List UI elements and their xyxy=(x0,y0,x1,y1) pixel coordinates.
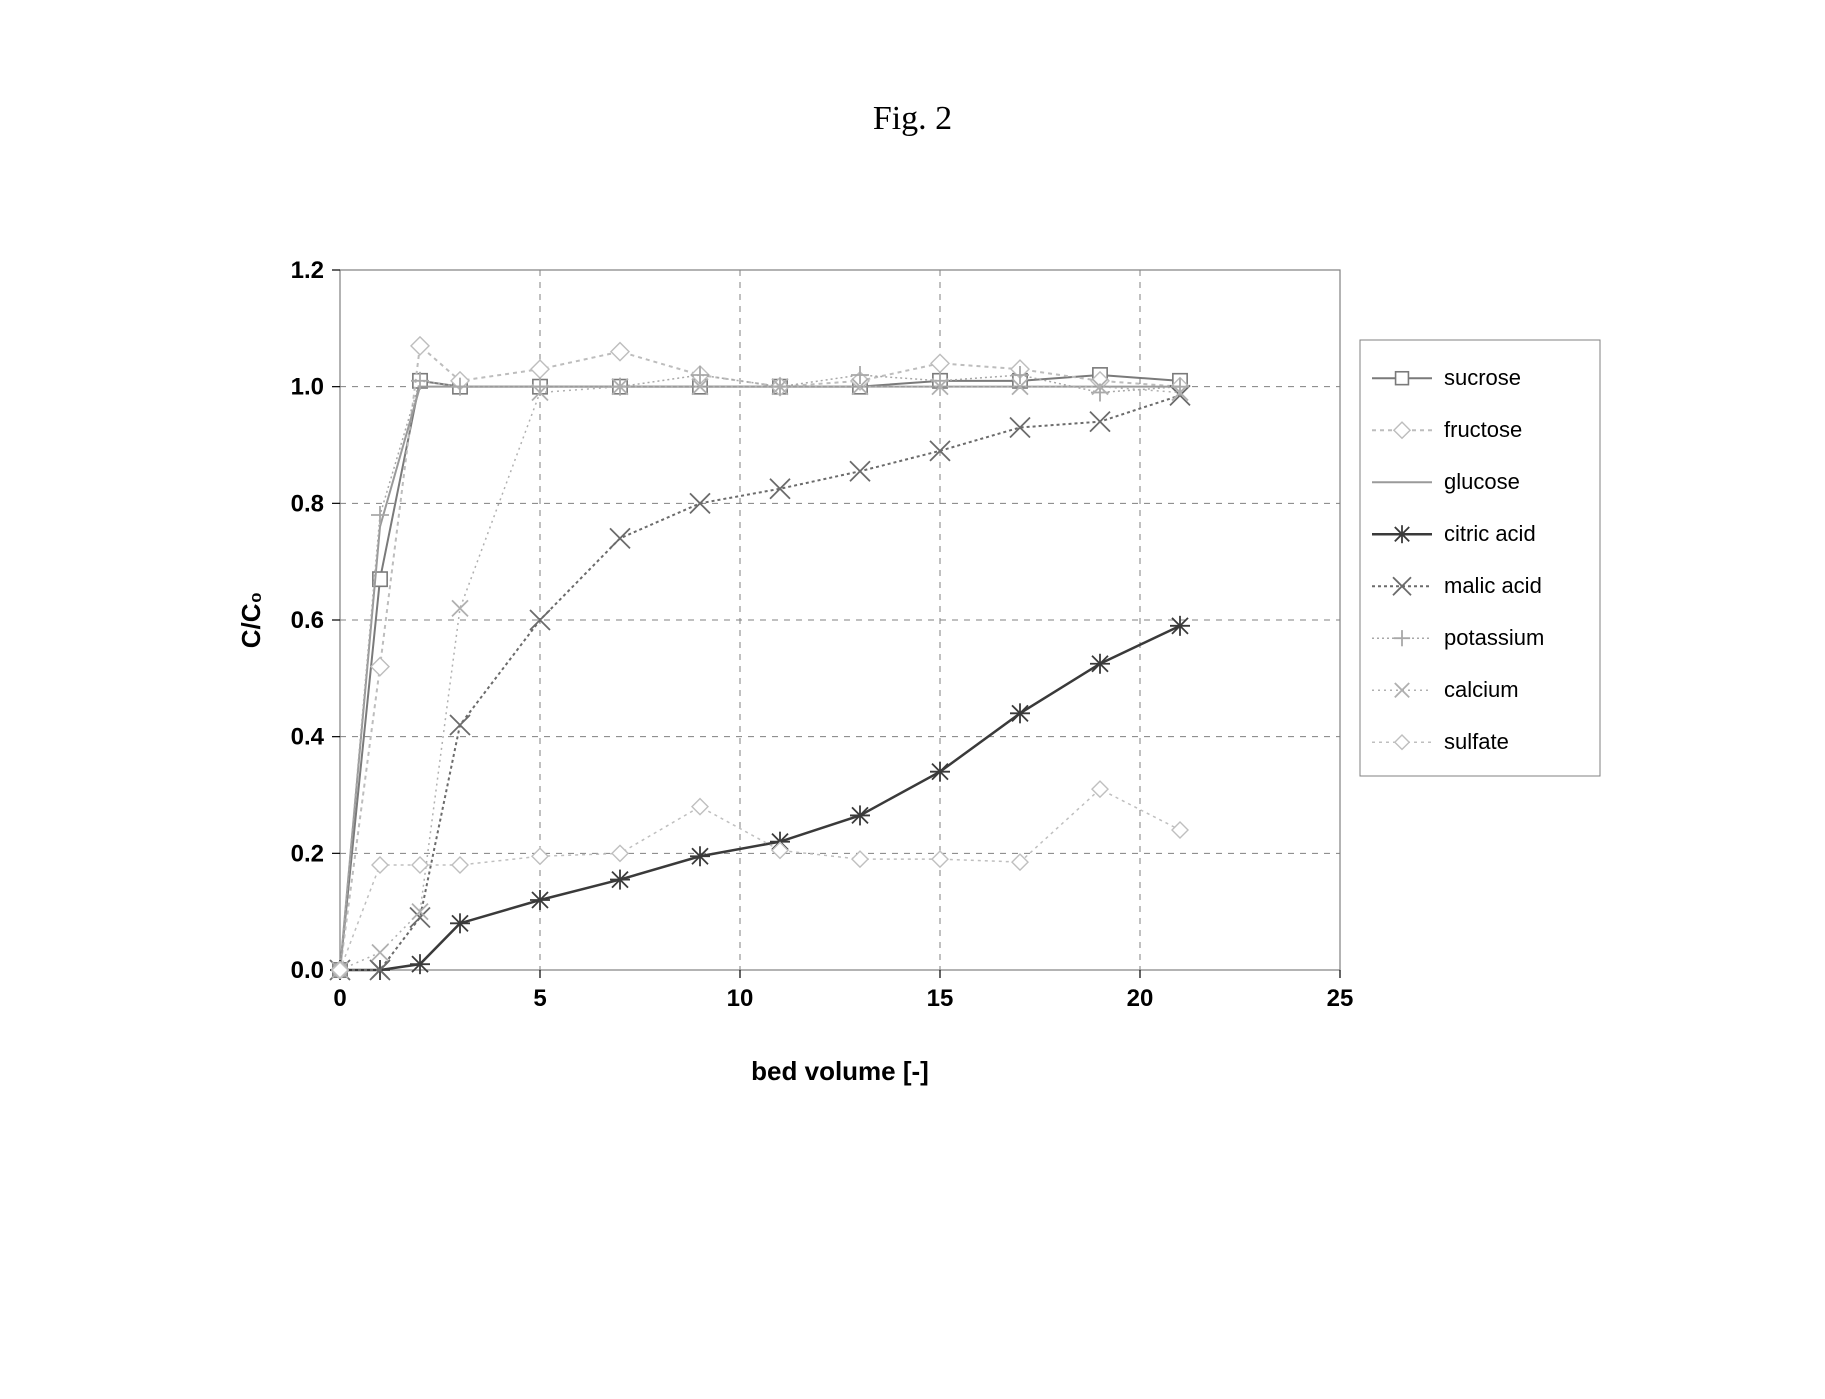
marker xyxy=(1396,372,1409,385)
svg-text:0.6: 0.6 xyxy=(291,607,324,634)
marker xyxy=(1010,703,1030,723)
legend-label-citric-acid: citric acid xyxy=(1444,521,1536,546)
svg-text:C/C₀: C/C₀ xyxy=(236,592,266,649)
chart-svg: 0 5 10 15 20 25 0.0 0.2 0.4 0.6 0.8 1.0 1.2 bed volum… xyxy=(220,240,1620,1140)
svg-text:25: 25 xyxy=(1327,985,1354,1012)
svg-text:0.4: 0.4 xyxy=(291,724,325,751)
legend-label-potassium: potassium xyxy=(1444,625,1544,650)
marker xyxy=(610,870,630,890)
legend-label-malic-acid: malic acid xyxy=(1444,573,1542,598)
marker xyxy=(530,890,550,910)
svg-text:10: 10 xyxy=(727,985,754,1012)
legend-label-calcium: calcium xyxy=(1444,677,1519,702)
svg-text:0.2: 0.2 xyxy=(291,840,324,867)
marker xyxy=(930,762,950,782)
svg-text:5: 5 xyxy=(533,985,546,1012)
marker xyxy=(410,954,430,974)
breakthrough-chart: 0 5 10 15 20 25 0.0 0.2 0.4 0.6 0.8 1.0 1.2 bed volum… xyxy=(220,240,1620,1140)
figure-title: Fig. 2 xyxy=(0,100,1825,138)
svg-text:1.2: 1.2 xyxy=(291,257,324,284)
marker xyxy=(1170,616,1190,636)
legend-label-sucrose: sucrose xyxy=(1444,365,1521,390)
svg-text:20: 20 xyxy=(1127,985,1154,1012)
svg-text:0.0: 0.0 xyxy=(291,957,324,984)
marker xyxy=(450,913,470,933)
marker xyxy=(1090,654,1110,674)
svg-text:0: 0 xyxy=(333,985,346,1012)
svg-text:15: 15 xyxy=(927,985,954,1012)
marker xyxy=(850,805,870,825)
legend-label-glucose: glucose xyxy=(1444,469,1520,494)
svg-text:bed volume [-]: bed volume [-] xyxy=(751,1056,929,1086)
svg-text:1.0: 1.0 xyxy=(291,374,324,401)
legend-label-sulfate: sulfate xyxy=(1444,729,1509,754)
legend-box xyxy=(1360,340,1600,776)
legend-label-fructose: fructose xyxy=(1444,417,1522,442)
marker xyxy=(690,846,710,866)
svg-text:0.8: 0.8 xyxy=(291,490,324,517)
marker xyxy=(1393,525,1411,543)
